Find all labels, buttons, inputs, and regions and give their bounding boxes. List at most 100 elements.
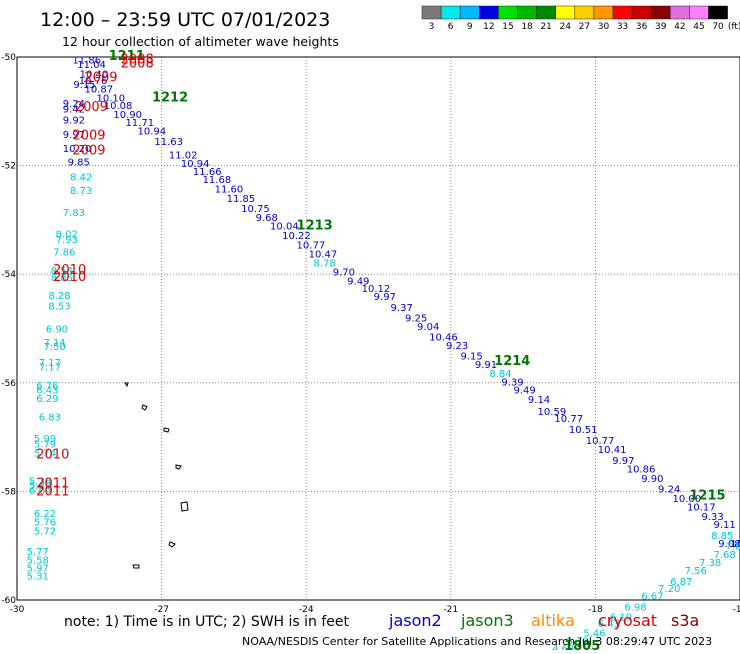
cryosat-track-label: 2010	[36, 447, 69, 462]
y-tick-label: -58	[1, 487, 16, 497]
track-label: 1214	[494, 354, 530, 369]
legend-label: 39	[655, 22, 667, 32]
track-label: 1215	[689, 489, 725, 504]
wave-height-label: 6.19	[610, 612, 632, 623]
legend-swatch	[421, 5, 442, 20]
satellite-name: altika	[531, 611, 575, 630]
legend-label: 3	[429, 22, 435, 32]
wave-height-label: 7.17	[39, 358, 61, 369]
credit-line: NOAA/NESDIS Center for Satellite Applica…	[242, 635, 712, 648]
wave-height-label: 7.83	[726, 542, 740, 553]
wave-height-label: 8.73	[70, 186, 92, 197]
wave-height-label: 4.68	[552, 644, 574, 650]
wave-height-label: 6.29	[36, 394, 58, 405]
legend-swatch	[498, 5, 518, 20]
wave-height-label: 8.78	[313, 258, 335, 269]
wave-height-label: 10.47	[309, 250, 338, 261]
legend-label: 15	[502, 22, 513, 32]
wave-height-label: 9.23	[446, 341, 468, 352]
legend-swatch	[689, 5, 709, 20]
wave-height-label: 5.77	[27, 547, 49, 558]
wave-height-label: 10.77	[297, 240, 326, 251]
wave-height-label: 10.76	[79, 76, 108, 87]
plot-area	[16, 56, 740, 601]
legend-label: 42	[674, 22, 685, 32]
cryosat-track-label: 2010	[53, 270, 86, 285]
y-tick-label: -60	[1, 596, 16, 606]
wave-height-label: 9.42	[63, 105, 85, 116]
wave-height-label: 10.17	[687, 503, 716, 514]
wave-height-label: 11.04	[77, 60, 106, 71]
wave-height-label: 9.33	[701, 512, 723, 523]
wave-height-label: 6.43	[36, 385, 58, 396]
wave-height-label: 10.40	[80, 69, 109, 80]
wave-height-label: 9.97	[612, 456, 634, 467]
wave-height-label: 5.74	[34, 448, 56, 459]
legend-label: 33	[617, 22, 628, 32]
x-tick-label: -27	[154, 605, 169, 615]
axis-tick-labels: -30 -27 -24 -21 -18 -15 -50 -52 -54 -56 -58 -60	[1, 53, 740, 615]
wave-height-label: 9.97	[63, 130, 85, 141]
legend-swatch	[440, 5, 461, 20]
y-tick-label: -54	[1, 270, 16, 280]
wave-height-label: 6.76	[36, 381, 58, 392]
wave-height-label: 5.72	[34, 526, 56, 537]
satellite-name: jason2	[388, 611, 442, 630]
wave-height-label: 5.46	[583, 629, 605, 640]
wave-height-label: 9.08	[718, 539, 740, 550]
wave-height-label: 8.85	[711, 531, 733, 542]
legend-label: 18	[521, 22, 533, 32]
wave-height-label: 5.76	[34, 517, 56, 528]
cryosat-track-label: 2010	[53, 263, 86, 278]
satellite-name: jason3	[460, 611, 514, 630]
legend-label: 9	[467, 22, 473, 32]
wave-height-label: 5.31	[27, 572, 49, 583]
wave-height-label: 7.83	[63, 208, 85, 219]
wave-height-label: 8.02	[56, 229, 78, 240]
wave-height-label: 10.10	[730, 539, 740, 550]
wave-height-label: 10.94	[138, 126, 167, 137]
wave-height-label: 9.14	[528, 395, 550, 406]
legend-swatch	[631, 5, 652, 20]
wave-height-label: 7.56	[685, 566, 707, 577]
wave-height-label: 5.30	[29, 481, 51, 492]
wave-height-label: 10.00	[673, 494, 702, 505]
wave-height-label: 7.17	[39, 363, 61, 374]
wave-height-label: 10.08	[104, 101, 133, 112]
wave-height-label: 9.90	[641, 474, 663, 485]
wave-height-label: 6.90	[46, 325, 68, 336]
wave-height-label: 10.77	[554, 414, 583, 425]
wave-height-label: 9.39	[501, 378, 523, 389]
legend-swatch	[517, 5, 537, 20]
chart-subtitle: 12 hour collection of altimeter wave hei…	[62, 34, 339, 49]
wave-height-label: 9.25	[405, 314, 427, 325]
wave-height-label: 6.22	[34, 509, 56, 520]
wave-height-label: 9.24	[63, 99, 85, 110]
wave-height-label: 11.68	[203, 175, 232, 186]
wave-height-label: 8.84	[489, 369, 511, 380]
legend-swatch	[536, 5, 556, 20]
wave-height-label: 9.70	[333, 267, 355, 278]
wave-height-label: 7.14	[44, 338, 66, 349]
cryosat-track-label: 2009	[72, 143, 105, 158]
wave-height-label: 8.53	[48, 302, 70, 313]
wave-height-label: 6.43	[598, 619, 620, 630]
wave-height-label: 5.38	[29, 477, 51, 488]
wave-height-label: 10.12	[362, 284, 391, 295]
x-tick-label: -18	[588, 605, 603, 615]
legend-label: 24	[560, 22, 572, 32]
legend-swatch	[574, 5, 595, 20]
wave-height-label: 6.98	[624, 603, 646, 614]
cryosat-track-label: 2008	[121, 53, 154, 68]
legend-swatch	[612, 5, 633, 20]
wave-height-label: 10.59	[538, 407, 567, 418]
wave-height-label: 10.51	[569, 425, 598, 436]
cryosat-track-label: 2009	[75, 100, 108, 115]
wave-height-label: 5.79	[566, 637, 588, 648]
chart-grid	[16, 56, 740, 601]
chart-title: 12:00 – 23:59 UTC 07/01/2023	[40, 9, 330, 31]
legend-unit: (ft)	[728, 22, 740, 32]
y-tick-label: -56	[1, 379, 16, 389]
legend-swatch	[670, 5, 690, 20]
